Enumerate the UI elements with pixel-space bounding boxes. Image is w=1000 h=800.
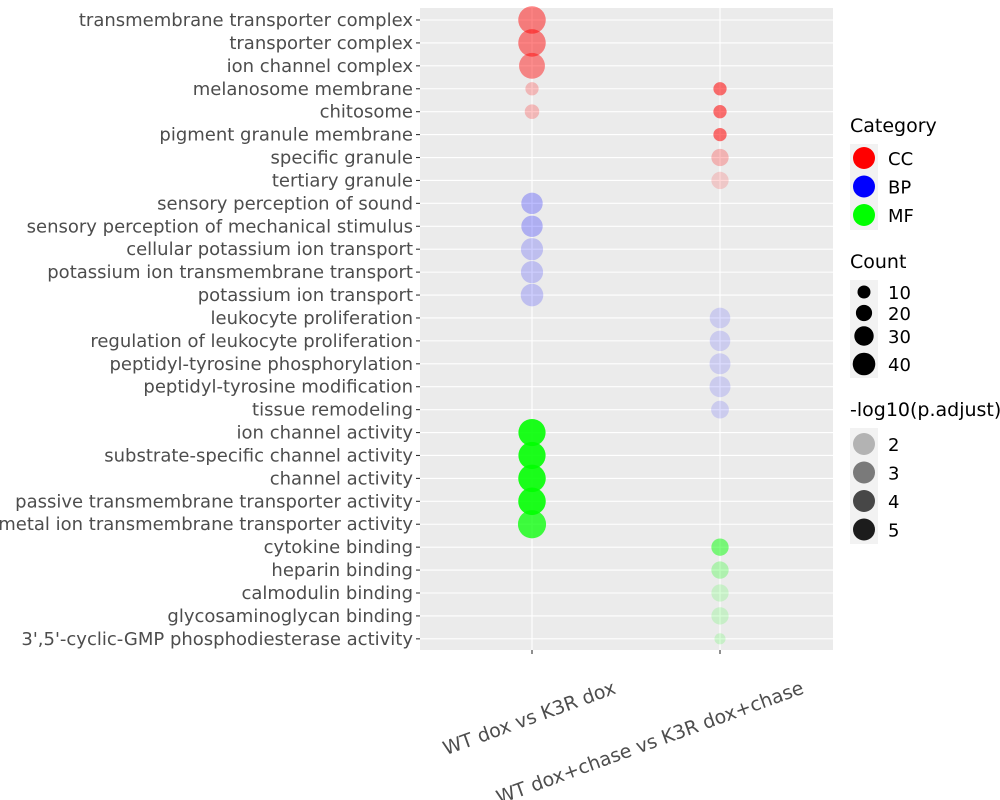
legend-key-count bbox=[855, 304, 873, 322]
legend-label: 3 bbox=[888, 464, 899, 485]
y-tick-label: ion channel complex bbox=[227, 56, 414, 77]
data-point bbox=[517, 510, 547, 539]
data-points bbox=[517, 6, 731, 645]
data-point bbox=[711, 538, 729, 556]
legend-key-padj bbox=[853, 518, 875, 541]
data-point bbox=[713, 127, 727, 142]
data-point bbox=[521, 215, 543, 237]
legend-title-count: Count bbox=[850, 251, 906, 273]
data-point bbox=[711, 400, 729, 419]
x-tick-label: WT dox vs K3R dox bbox=[440, 677, 619, 760]
y-tick-label: chitosome bbox=[320, 102, 413, 123]
grid-lines bbox=[420, 8, 833, 650]
legend-key-padj bbox=[853, 461, 875, 484]
legend-label: 2 bbox=[888, 435, 899, 456]
legend-title-category: Category bbox=[850, 115, 937, 137]
data-point bbox=[520, 283, 544, 307]
y-tick-label: leukocyte proliferation bbox=[211, 308, 413, 329]
data-point bbox=[714, 633, 726, 645]
y-tick-label: tertiary granule bbox=[272, 170, 413, 191]
data-point bbox=[521, 192, 543, 215]
y-tick-label: cytokine binding bbox=[264, 537, 413, 558]
data-point bbox=[713, 105, 727, 119]
y-tick-label: calmodulin binding bbox=[241, 583, 413, 604]
y-tick-label: metal ion transmembrane transporter acti… bbox=[0, 514, 413, 535]
legend-key-mf bbox=[853, 204, 875, 226]
y-tick-label: glycosaminoglycan binding bbox=[167, 606, 413, 627]
y-tick-label: ion channel activity bbox=[237, 423, 414, 444]
legend-key-count bbox=[857, 285, 871, 299]
x-tick-label: WT dox+chase vs K3R dox+chase bbox=[493, 677, 806, 800]
data-point bbox=[524, 104, 540, 119]
legend-label: 40 bbox=[888, 355, 911, 376]
legend-key-padj bbox=[853, 433, 875, 455]
y-tick-label: sensory perception of sound bbox=[157, 193, 413, 214]
data-point bbox=[518, 487, 546, 516]
data-point bbox=[709, 353, 731, 375]
y-tick-label: passive transmembrane transporter activi… bbox=[15, 491, 413, 512]
data-point bbox=[711, 148, 729, 167]
data-point bbox=[711, 561, 729, 579]
data-point bbox=[519, 52, 545, 79]
legend-label: 5 bbox=[888, 521, 899, 542]
y-axis: transmembrane transporter complextranspo… bbox=[0, 10, 420, 650]
legend-label: 4 bbox=[888, 492, 899, 513]
legend-title-padj: -log10(p.adjust) bbox=[850, 399, 1000, 421]
legend-label: BP bbox=[888, 178, 911, 199]
legend-label: MF bbox=[888, 206, 914, 227]
legend-key-count bbox=[854, 326, 874, 346]
data-point bbox=[520, 238, 544, 261]
legend-label: 20 bbox=[888, 304, 911, 325]
data-point bbox=[711, 584, 729, 602]
legend-key-bp bbox=[853, 175, 875, 198]
y-tick-label: heparin binding bbox=[271, 560, 413, 581]
y-tick-label: melanosome membrane bbox=[193, 79, 413, 100]
y-tick-label: tissue remodeling bbox=[252, 400, 413, 421]
y-tick-label: peptidyl-tyrosine phosphorylation bbox=[109, 354, 413, 375]
legend-label: 10 bbox=[888, 283, 911, 304]
legend-label: CC bbox=[888, 149, 913, 170]
data-point bbox=[518, 29, 546, 57]
y-tick-label: substrate-specific channel activity bbox=[104, 445, 413, 466]
plot-panel bbox=[420, 8, 833, 650]
y-tick-label: peptidyl-tyrosine modification bbox=[143, 377, 413, 398]
data-point bbox=[713, 82, 727, 96]
data-point bbox=[518, 6, 546, 34]
data-point bbox=[525, 82, 539, 96]
y-tick-label: regulation of leukocyte proliferation bbox=[90, 331, 413, 352]
data-point bbox=[520, 261, 544, 284]
y-tick-label: sensory perception of mechanical stimulu… bbox=[27, 216, 413, 237]
y-tick-label: transporter complex bbox=[229, 33, 413, 54]
y-tick-label: cellular potassium ion transport bbox=[126, 239, 413, 260]
y-tick-label: 3',5'-cyclic-GMP phosphodiesterase activ… bbox=[21, 629, 413, 650]
data-point bbox=[711, 171, 729, 190]
y-tick-label: channel activity bbox=[270, 468, 414, 489]
y-tick-label: potassium ion transport bbox=[198, 285, 413, 306]
data-point bbox=[518, 464, 546, 493]
y-tick-label: specific granule bbox=[271, 148, 413, 169]
legend-key-count bbox=[852, 352, 876, 376]
y-tick-label: pigment granule membrane bbox=[159, 125, 413, 146]
data-point bbox=[709, 330, 731, 352]
legend-key-padj bbox=[853, 490, 875, 512]
data-point bbox=[709, 307, 731, 329]
y-tick-label: transmembrane transporter complex bbox=[79, 10, 413, 31]
data-point bbox=[518, 418, 546, 447]
data-point bbox=[518, 441, 546, 470]
legend-key-cc bbox=[853, 147, 875, 169]
legend-label: 30 bbox=[888, 327, 911, 348]
data-point bbox=[709, 376, 731, 398]
data-point bbox=[711, 607, 729, 625]
y-tick-label: potassium ion transmembrane transport bbox=[47, 262, 413, 283]
